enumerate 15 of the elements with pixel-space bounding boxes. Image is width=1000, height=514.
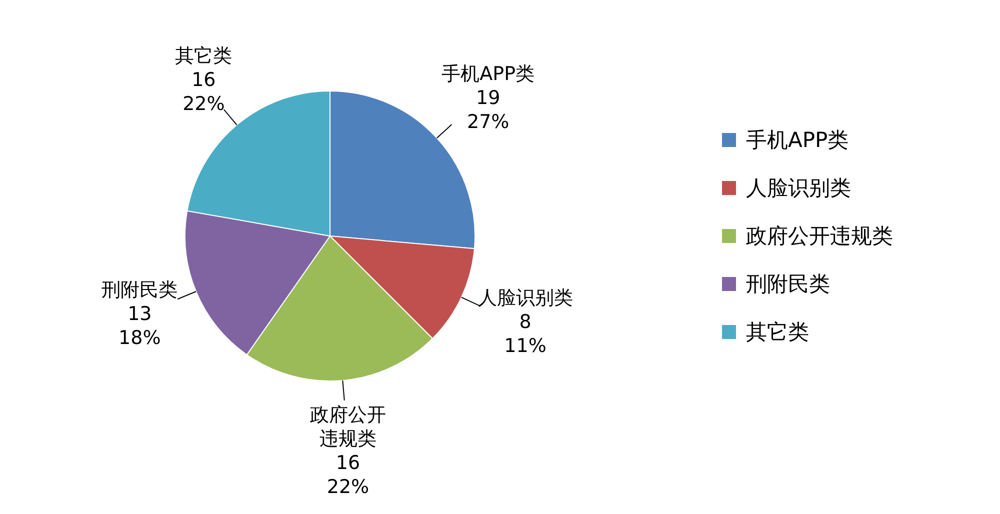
slice-label: 人脸识别类 <box>478 286 573 310</box>
slice-label: 手机APP类 <box>442 62 535 86</box>
legend-label: 手机APP类 <box>746 128 849 152</box>
data-label: 16 22% <box>326 451 370 500</box>
data-label: 13 18% <box>118 302 162 350</box>
slice-label: 其它类 <box>175 44 232 68</box>
legend-label: 其它类 <box>746 320 809 344</box>
slice-label: 政府公开违规类 <box>309 403 387 452</box>
legend-label: 刑附民类 <box>746 272 830 296</box>
data-label: 8 11% <box>503 310 548 358</box>
legend-label: 人脸识别类 <box>746 176 851 200</box>
slice-label: 刑附民类 <box>102 278 178 302</box>
legend-label: 政府公开违规类 <box>746 224 893 248</box>
data-label: 16 22% <box>182 68 226 116</box>
data-label: 19 27% <box>466 86 510 134</box>
